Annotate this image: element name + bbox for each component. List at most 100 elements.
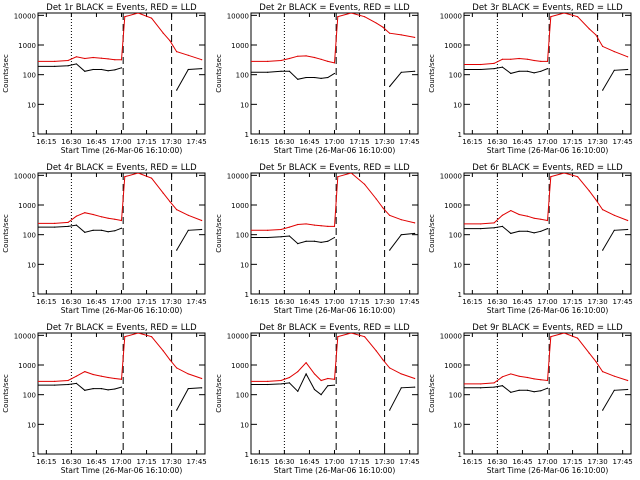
data-point-lld: [563, 333, 565, 334]
y-tick-label: 10000: [227, 332, 249, 340]
series-line-lld: [464, 13, 628, 65]
data-point-events: [120, 386, 123, 388]
data-point-lld: [120, 219, 123, 222]
data-point-events: [320, 241, 322, 243]
data-point-lld: [150, 336, 153, 338]
data-point-events: [100, 68, 103, 71]
x-tick-label: 16:45: [86, 138, 106, 146]
data-point-lld: [169, 40, 171, 42]
data-point-lld: [627, 379, 629, 382]
data-point-lld: [150, 177, 153, 179]
y-tick-label: 10000: [227, 12, 249, 20]
data-point-lld: [414, 222, 416, 224]
x-tick-label: 17:15: [562, 138, 582, 146]
y-tick-label: 100: [449, 392, 462, 400]
data-point-events: [389, 85, 391, 88]
panel-title: Det 4r BLACK = Events, RED = LLD: [46, 163, 197, 173]
panel-det-3: Det 3r BLACK = Events, RED = LLD 16:15 16:…: [428, 3, 633, 155]
data-point-lld: [75, 375, 78, 377]
data-point-lld: [493, 222, 495, 224]
data-point-lld: [280, 228, 282, 231]
data-point-events: [493, 227, 495, 229]
data-point-lld: [92, 373, 94, 376]
data-point-lld: [382, 207, 384, 209]
y-tick-label: 1000: [18, 202, 36, 210]
y-tick-label: 1: [245, 131, 249, 139]
data-point-lld: [550, 176, 552, 178]
data-point-events: [54, 226, 56, 228]
y-tick-label: 1000: [231, 42, 249, 50]
x-tick-label: 17:30: [162, 458, 182, 466]
data-point-lld: [251, 229, 252, 231]
y-tick-label: 10000: [440, 12, 462, 20]
y-tick-label: 100: [23, 72, 36, 80]
x-tick-label: 17:45: [187, 458, 207, 466]
data-point-events: [327, 76, 329, 79]
x-tick-label: 17:00: [111, 138, 131, 146]
y-tick-label: 1: [245, 451, 249, 459]
data-point-events: [333, 72, 336, 75]
data-point-events: [114, 69, 116, 71]
y-tick-label: 1000: [231, 202, 249, 210]
data-point-lld: [120, 378, 123, 380]
data-point-lld: [493, 62, 495, 64]
y-axis-label: Counts/sec: [2, 374, 10, 413]
data-point-events: [251, 383, 252, 386]
data-point-events: [613, 69, 615, 71]
data-point-events: [327, 240, 329, 242]
data-point-lld: [533, 378, 535, 380]
data-point-lld: [84, 370, 86, 373]
x-tick-label: 17:15: [136, 298, 156, 306]
y-tick-label: 1000: [444, 362, 462, 370]
data-point-events: [414, 232, 416, 235]
y-tick-label: 10: [27, 101, 36, 109]
data-point-lld: [595, 361, 597, 363]
data-point-events: [602, 409, 604, 411]
data-point-events: [297, 243, 299, 245]
data-point-events: [67, 65, 69, 67]
series-line-lld: [38, 13, 202, 62]
data-point-lld: [389, 32, 391, 34]
data-point-lld: [375, 22, 377, 24]
data-point-events: [533, 391, 535, 393]
x-tick-label: 16:15: [36, 138, 56, 146]
x-tick-label: 17:45: [400, 138, 420, 146]
panel-det-2: Det 2r BLACK = Events, RED = LLD 16:15 16:…: [215, 3, 420, 155]
data-point-lld: [92, 56, 94, 59]
data-point-lld: [375, 350, 377, 352]
x-axis-label: Start Time (26-Mar-06 16:10:00): [274, 306, 396, 315]
data-point-events: [400, 234, 402, 236]
x-axis-label: Start Time (26-Mar-06 16:10:00): [61, 146, 183, 155]
data-point-lld: [124, 336, 126, 338]
data-point-events: [414, 386, 416, 388]
data-point-lld: [67, 59, 69, 62]
y-tick-label: 1000: [231, 362, 249, 370]
data-point-lld: [518, 213, 520, 216]
y-tick-label: 100: [236, 392, 249, 400]
data-point-lld: [389, 367, 391, 369]
x-tick-label: 16:45: [512, 298, 532, 306]
data-point-lld: [288, 376, 291, 379]
data-point-lld: [540, 218, 542, 220]
data-point-events: [518, 389, 520, 391]
data-point-events: [464, 228, 465, 230]
x-tick-label: 16:15: [36, 458, 56, 466]
data-point-events: [187, 229, 189, 231]
data-point-events: [92, 388, 94, 390]
data-point-lld: [150, 17, 153, 19]
panel-det-4: Det 4r BLACK = Events, RED = LLD 16:15 16:…: [2, 163, 207, 315]
data-point-lld: [546, 60, 549, 63]
data-point-lld: [363, 183, 366, 185]
data-point-lld: [114, 218, 116, 220]
plot-area: [464, 173, 629, 251]
series-line-lld: [464, 333, 628, 385]
data-point-events: [297, 78, 299, 80]
data-point-lld: [480, 383, 482, 385]
x-tick-label: 16:15: [462, 138, 482, 146]
data-point-events: [305, 240, 307, 242]
data-point-lld: [546, 379, 549, 382]
data-point-events: [280, 383, 282, 385]
data-point-lld: [563, 13, 565, 14]
y-tick-label: 1000: [18, 362, 36, 370]
